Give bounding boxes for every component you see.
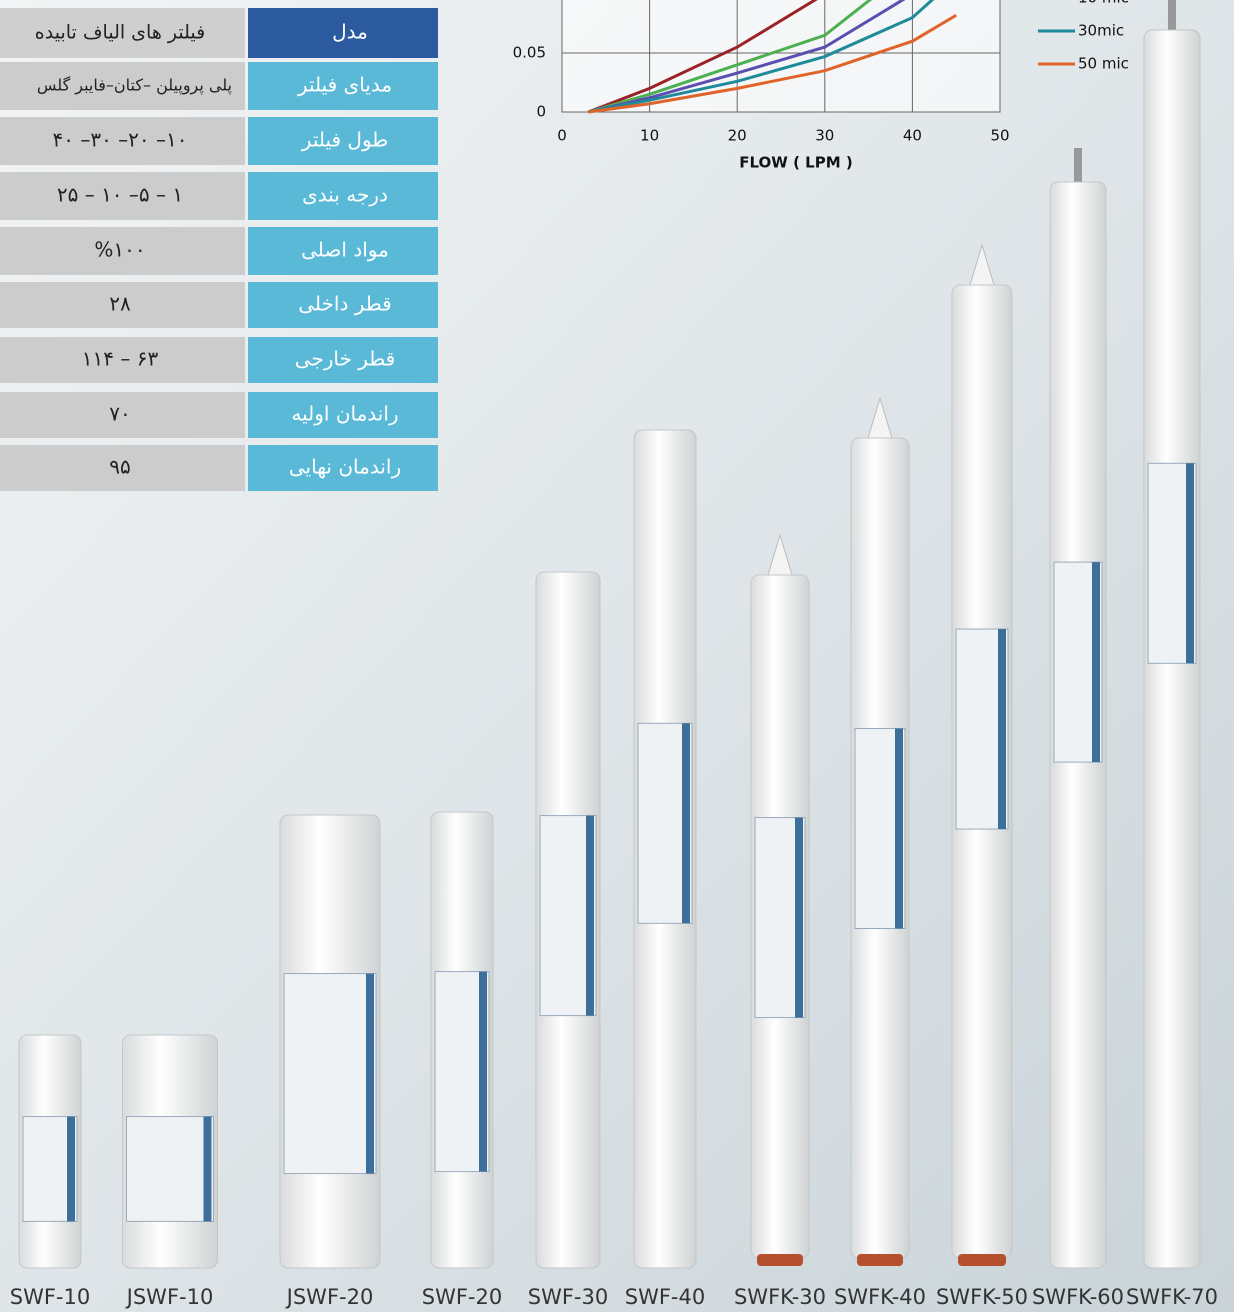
row-value-cell [0,337,245,383]
row-value: ۱ – ۵– ۱۰ – ۲۵ [57,183,183,207]
row-value: %۱۰۰ [94,238,145,262]
x-tick-label: 30 [815,127,834,145]
header-label: مدل [332,20,368,44]
row-value-cell [0,117,245,165]
cartridge-label-stripe [479,971,487,1172]
row-label: قطر داخلی [298,292,391,316]
row-value-cell [0,227,245,275]
row-value-cell [0,172,245,220]
row-label: قطر خارجی [295,347,396,371]
series-line [587,0,818,114]
row-label: راندمان اولیه [291,402,398,426]
x-tick-label: 10 [640,127,659,145]
row-label: مدیای فیلتر [297,73,392,97]
series-line [587,0,906,114]
row-label-cell [248,172,438,220]
row-label-cell [248,392,438,438]
row-value-cell [0,445,245,491]
cartridge-label-stripe [895,728,903,929]
x-axis-label: FLOW ( LPM ) [739,154,852,172]
series-line [588,13,957,114]
product-label: SWFK-60 [1032,1285,1124,1309]
header-value: فیلتر های الیاف تابیده [35,22,205,44]
row-label-cell [248,227,438,275]
product-label: SWF-20 [422,1285,502,1309]
header-label-cell [248,8,438,58]
legend-label: 10 mic [1078,0,1129,7]
product-label: SWF-30 [528,1285,608,1309]
cartridge-label-stripe [1092,562,1100,763]
cartridge-label-stripe [366,973,374,1174]
x-tick-label: 50 [990,127,1009,145]
header-value-cell [0,8,245,58]
x-tick-label: 20 [728,127,747,145]
row-value-cell [0,62,245,110]
row-label-cell [248,62,438,110]
product-label: SWFK-50 [936,1285,1028,1309]
cartridge-label-stripe [67,1116,75,1222]
row-value-cell [0,282,245,328]
cartridge-cap [857,1254,903,1266]
cartridge-label-stripe [203,1116,212,1222]
cartridge-cap [958,1254,1006,1266]
row-label: مواد اصلی [301,238,389,262]
row-label-cell [248,117,438,165]
product-label: SWFK-70 [1126,1285,1218,1309]
cartridge-label-stripe [998,629,1006,830]
plot-area [561,0,1001,113]
series-line [587,0,873,114]
product-label: JSWF-10 [125,1285,214,1309]
x-tick-label: 40 [903,127,922,145]
row-value: پلی پروپیلن –کتان–فایبر گلس [37,76,232,96]
cartridge-label-stripe [795,817,803,1018]
row-label-cell [248,445,438,491]
series-line [587,0,935,114]
y-tick-label: 0 [536,103,546,121]
y-tick-label: 0.1 [522,0,546,3]
row-value: ۶۳ – ۱۱۴ [82,347,159,371]
row-value: ۷۰ [109,402,130,426]
row-value: ۲۸ [109,292,131,316]
row-value-cell [0,392,245,438]
row-label: راندمان نهایی [289,455,401,479]
x-tick-label: 0 [557,127,567,145]
product-label: SWF-40 [625,1285,705,1309]
cartridge-label-stripe [682,723,690,924]
cartridge-label-stripe [1186,463,1194,664]
cartridge-label [126,1116,214,1222]
row-label: طول فیلتر [301,128,388,152]
row-label-cell [248,337,438,383]
product-label: SWFK-30 [734,1285,826,1309]
product-label: SWF-10 [10,1285,90,1309]
legend-label: 30mic [1078,22,1124,40]
product-label: SWFK-40 [834,1285,926,1309]
cartridge-label [283,973,377,1175]
cartridge-label-stripe [586,815,594,1016]
cartridge-rod [1074,148,1082,182]
cartridge-rod [1168,0,1176,30]
row-label-cell [248,282,438,328]
cartridge-cap [757,1254,803,1266]
legend-label: 50 mic [1078,55,1129,73]
row-value: ۹۵ [109,455,130,479]
row-label: درجه بندی [302,183,388,207]
y-tick-label: 0.05 [513,44,546,62]
row-value: ۱۰– ۲۰– ۳۰– ۴۰ [52,128,187,152]
product-label: JSWF-20 [285,1285,374,1309]
